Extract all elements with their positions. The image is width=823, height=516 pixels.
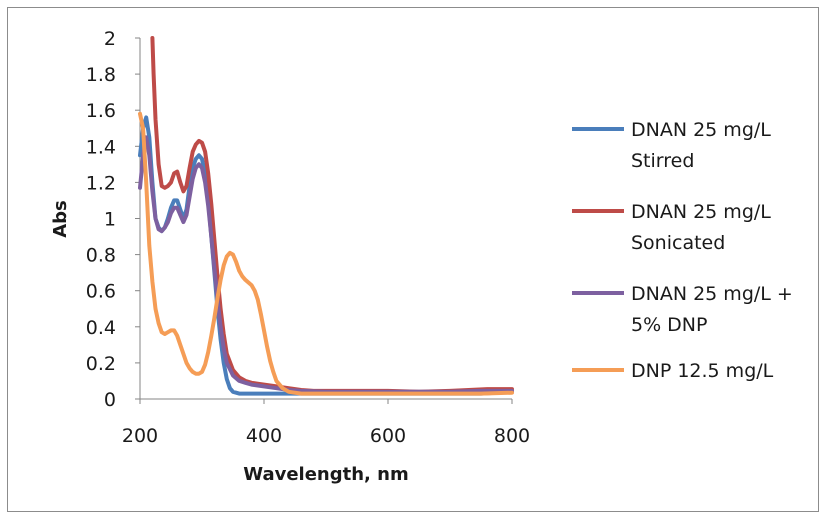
legend-label-4: DNP 12.5 mg/L [631, 360, 774, 382]
x-tick-label: 400 [246, 425, 282, 447]
y-tick-label: 0 [104, 389, 116, 411]
y-tick-label: 1 [104, 209, 116, 231]
legend-label-1: DNAN 25 mg/L [631, 119, 771, 141]
y-tick-label: 1.6 [86, 100, 116, 122]
series-lines [138, 36, 514, 396]
series-line-4 [138, 111, 514, 396]
y-tick-label: 0.2 [86, 353, 116, 375]
chart-frame [7, 7, 819, 512]
y-tick-label: 0.8 [86, 245, 116, 267]
y-axis: 0 0.2 0.4 0.6 0.8 1 1.2 1.4 1.6 1.8 2 [86, 28, 141, 411]
legend-label-2: Sonicated [631, 232, 725, 254]
x-tick-label: 800 [494, 425, 530, 447]
y-tick-label: 1.2 [86, 172, 116, 194]
series-line-1 [138, 115, 514, 396]
series-line-3 [138, 135, 514, 394]
y-tick-label: 1.8 [86, 64, 116, 86]
x-axis-title: Wavelength, nm [243, 464, 408, 485]
y-tick-label: 2 [104, 28, 116, 50]
legend-label-3: 5% DNP [631, 314, 707, 336]
y-tick-label: 0.4 [86, 317, 116, 339]
legend: DNAN 25 mg/L Stirred DNAN 25 mg/L Sonicated… [572, 119, 793, 382]
y-tick-label: 1.4 [86, 136, 116, 158]
legend-label-3: DNAN 25 mg/L + [631, 283, 793, 305]
x-axis: 200 400 600 800 [122, 398, 530, 447]
legend-label-1: Stirred [631, 150, 694, 172]
x-tick-label: 200 [122, 425, 158, 447]
legend-label-2: DNAN 25 mg/L [631, 201, 771, 223]
y-tick-label: 0.6 [86, 281, 116, 303]
series-line-2 [150, 36, 514, 394]
y-axis-title: Abs [50, 200, 71, 238]
x-tick-label: 600 [370, 425, 406, 447]
